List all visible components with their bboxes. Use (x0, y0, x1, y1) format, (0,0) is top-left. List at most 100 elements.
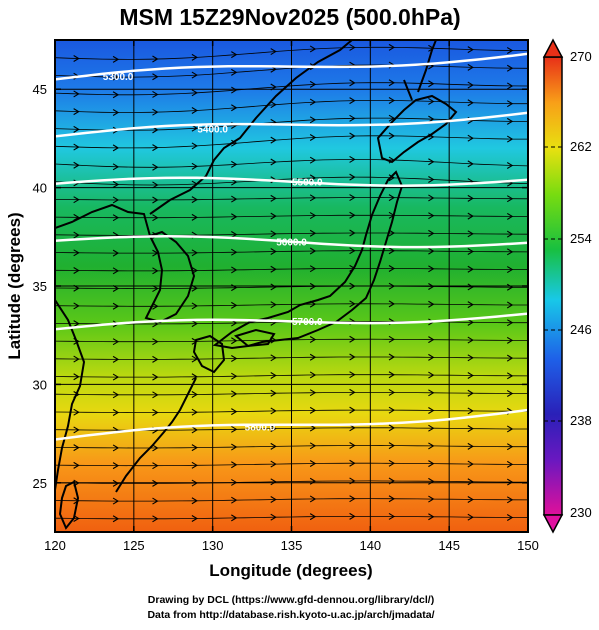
stream-arrow (309, 406, 317, 414)
x-axis-ticks: 120 125 130 135 140 145 150 (44, 40, 539, 553)
stream-arrow (270, 230, 277, 238)
stream-arrow (349, 495, 356, 503)
streamline-25 (55, 64, 528, 78)
stream-arrow (191, 444, 198, 452)
stream-arrow (191, 71, 198, 79)
stream-arrow (73, 143, 80, 151)
stream-arrow (270, 389, 277, 397)
stream-arrow (506, 425, 514, 433)
stream-arrow (270, 425, 277, 433)
stream-arrow (231, 496, 238, 504)
coastlines (55, 40, 458, 530)
stream-arrow (388, 132, 396, 140)
stream-arrow (152, 90, 159, 98)
y-axis-ticks: 25 30 35 40 45 (33, 82, 528, 491)
stream-arrow (309, 156, 317, 164)
stream-arrow (309, 336, 317, 344)
x-tick-label-120: 120 (44, 538, 66, 553)
stream-arrow (349, 132, 356, 140)
stream-arrow (73, 55, 80, 62)
stream-arrow (73, 249, 80, 257)
stream-arrow (388, 229, 396, 237)
streamline-18 (55, 197, 528, 201)
stream-arrow (73, 196, 80, 204)
stream-arrow (506, 443, 514, 451)
colorbar-label-246: 246 (570, 322, 592, 337)
stream-arrow (467, 134, 474, 142)
stream-arrow (270, 301, 277, 309)
stream-arrow (428, 194, 435, 202)
stream-arrow (191, 515, 198, 522)
stream-arrow (73, 408, 80, 416)
stream-arrow (428, 353, 435, 361)
streamline-24 (55, 82, 528, 96)
stream-arrow (309, 495, 317, 503)
stream-arrow (467, 212, 474, 220)
stream-arrow (309, 45, 317, 53)
stream-arrow (191, 479, 198, 487)
stream-arrow (152, 479, 159, 487)
contour-label-5700: 5700.0 (292, 317, 323, 328)
stream-arrow (152, 181, 159, 189)
stream-arrow (506, 135, 514, 143)
stream-arrow (388, 114, 396, 122)
streamline-9 (55, 356, 528, 360)
stream-arrow (428, 424, 435, 432)
stream-arrow (231, 178, 238, 186)
stream-arrow (467, 46, 474, 54)
stream-arrow (231, 213, 238, 221)
coastline-japan-shikoku (233, 328, 276, 348)
stream-arrow (506, 390, 514, 398)
stream-arrow (270, 496, 277, 503)
stream-arrow (428, 460, 435, 468)
stream-arrow (112, 355, 120, 363)
stream-arrow (191, 461, 198, 469)
stream-arrow (191, 142, 198, 150)
stream-arrow (231, 355, 238, 362)
stream-arrow (73, 161, 80, 169)
stream-arrow (309, 194, 317, 202)
chart-title: MSM 15Z29Nov2025 (500.0hPa) (119, 4, 460, 30)
streamline-20 (55, 158, 528, 168)
stream-arrow (467, 63, 474, 71)
stream-arrow (270, 460, 277, 468)
stream-arrow (467, 283, 474, 291)
stream-arrow (231, 139, 238, 147)
stream-arrow (506, 319, 514, 327)
stream-arrow (270, 265, 277, 273)
y-tick-label-40: 40 (33, 181, 47, 196)
colorbar-gradient (543, 56, 563, 516)
contour-label-5400: 5400.0 (197, 125, 228, 136)
stream-arrow (388, 174, 396, 182)
stream-arrow (191, 284, 198, 292)
stream-arrow (270, 283, 277, 291)
stream-arrow (152, 338, 159, 346)
stream-arrow (467, 81, 474, 89)
stream-arrow (309, 513, 317, 521)
stream-arrow (349, 282, 356, 290)
stream-arrow (388, 247, 396, 255)
coastline-asia-mainland (55, 40, 353, 237)
stream-arrow (309, 98, 317, 106)
stream-arrow (388, 264, 396, 272)
stream-arrow (428, 371, 435, 379)
stream-arrow (349, 300, 356, 308)
colorbar-bottom-triangle (542, 514, 564, 534)
wind-streamlines (55, 43, 528, 523)
stream-arrow (467, 194, 474, 202)
stream-arrow (112, 196, 120, 204)
stream-arrow (231, 248, 238, 256)
coastline-japan-kyushu (192, 334, 226, 374)
stream-arrow (112, 338, 120, 346)
stream-arrow (112, 462, 120, 470)
stream-arrow (231, 514, 238, 522)
stream-arrow (112, 181, 120, 188)
stream-arrow (152, 444, 159, 452)
stream-arrow (467, 336, 474, 344)
stream-arrow (231, 51, 238, 59)
stream-arrow (467, 230, 474, 238)
coastline-ryukyu-islands (115, 377, 197, 493)
stream-arrow (231, 266, 238, 274)
stream-arrow (309, 212, 317, 220)
stream-arrow (428, 115, 435, 123)
